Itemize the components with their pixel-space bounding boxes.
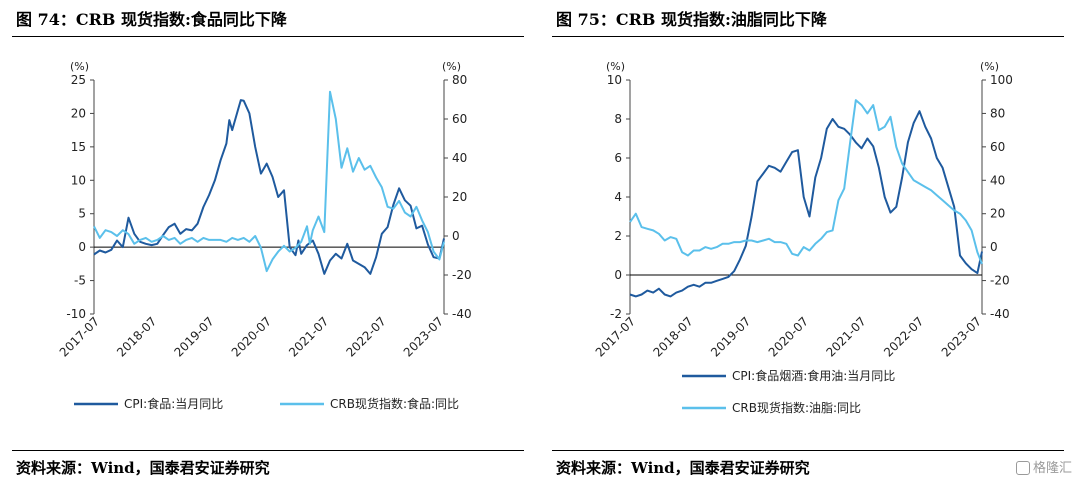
legend-label: CRB现货指数:油脂:同比 [732, 400, 861, 415]
left-unit-label: (%) [606, 60, 625, 73]
right-tick-label: 40 [452, 151, 467, 165]
source-note: 资料来源：Wind，国泰君安证券研究 [16, 459, 270, 477]
chart-panel-74: 图 74：CRB 现货指数:食品同比下降 (%) (%) 25 20 15 10 5 0 -5-… [12, 0, 532, 482]
left-tick-label: 6 [614, 151, 622, 165]
x-tick-label: 2022-07 [881, 314, 926, 359]
x-tick-label: 2017-07 [593, 314, 638, 359]
title-divider [12, 36, 524, 37]
chart-panel-75: 图 75：CRB 现货指数:油脂同比下降 (%) (%) 10 8 6 4 2 0 -2 100 8… [552, 0, 1072, 482]
left-tick-label: 15 [71, 140, 86, 154]
right-tick-label: 80 [990, 106, 1005, 120]
left-tick-label: 25 [71, 73, 86, 87]
source-note: 资料来源：Wind，国泰君安证券研究 [556, 459, 810, 477]
gelonghui-logo-icon [1015, 461, 1030, 475]
left-tick-label: 10 [71, 173, 86, 187]
line-chart-crb-food: (%) (%)2520151050-5-10806040200-20-402017… [57, 60, 472, 411]
x-tick-label: 2022-07 [343, 314, 388, 359]
right-tick-label: 100 [990, 73, 1013, 87]
series-line-crb [93, 90, 445, 273]
legend-label: CPI:食品烟酒:食用油:当月同比 [732, 368, 895, 383]
left-tick-label: 20 [71, 106, 86, 120]
x-tick-label: 2019-07 [171, 314, 216, 359]
line-chart-crb-oil: (%) (%)1086420-2100806040200-20-402017-07… [593, 60, 1013, 415]
left-tick-label: 4 [614, 190, 622, 204]
right-tick-label: -20 [990, 274, 1010, 288]
series-line-cpi [93, 99, 445, 275]
watermark-text: 格隆汇 [1032, 461, 1072, 476]
left-tick-label: -10 [66, 307, 86, 321]
x-tick-label: 2018-07 [650, 314, 695, 359]
chart-title: 图 75：CRB 现货指数:油脂同比下降 [556, 10, 827, 29]
right-tick-label: 20 [452, 190, 467, 204]
chart-title: 图 74：CRB 现货指数:食品同比下降 [16, 10, 287, 29]
legend-label: CRB现货指数:食品:同比 [330, 396, 459, 411]
left-tick-label: 10 [607, 73, 622, 87]
title-divider [552, 36, 1064, 37]
left-tick-label: 0 [614, 268, 622, 282]
x-tick-label: 2023-07 [401, 314, 446, 359]
x-tick-label: 2019-07 [708, 314, 753, 359]
right-tick-label: -40 [990, 307, 1010, 321]
right-tick-label: 60 [452, 112, 467, 126]
right-tick-label: 20 [990, 207, 1005, 221]
right-tick-label: 60 [990, 140, 1005, 154]
series-line-cpi [629, 110, 983, 298]
left-tick-label: 2 [614, 229, 622, 243]
right-tick-label: -20 [452, 268, 472, 282]
right-tick-label: 0 [990, 240, 998, 254]
left-tick-label: 8 [614, 112, 622, 126]
left-tick-label: -5 [74, 274, 86, 288]
x-tick-label: 2020-07 [766, 314, 811, 359]
left-tick-label: -2 [610, 307, 622, 321]
x-tick-label: 2020-07 [229, 314, 274, 359]
legend-label: CPI:食品:当月同比 [124, 396, 223, 411]
left-tick-label: 0 [78, 240, 86, 254]
x-tick-label: 2021-07 [286, 314, 331, 359]
x-tick-label: 2023-07 [939, 314, 984, 359]
x-tick-label: 2018-07 [114, 314, 159, 359]
source-divider [552, 450, 1064, 451]
x-tick-label: 2021-07 [823, 314, 868, 359]
source-divider [12, 450, 524, 451]
right-unit-label: (%) [442, 60, 461, 73]
right-unit-label: (%) [980, 60, 999, 73]
x-tick-label: 2017-07 [57, 314, 102, 359]
series-line-crb [629, 99, 983, 265]
watermark: 格隆汇 [1015, 457, 1072, 476]
right-tick-label: 40 [990, 173, 1005, 187]
left-unit-label: (%) [70, 60, 89, 73]
right-tick-label: 0 [452, 229, 460, 243]
left-tick-label: 5 [78, 207, 86, 221]
right-tick-label: 80 [452, 73, 467, 87]
right-tick-label: -40 [452, 307, 472, 321]
